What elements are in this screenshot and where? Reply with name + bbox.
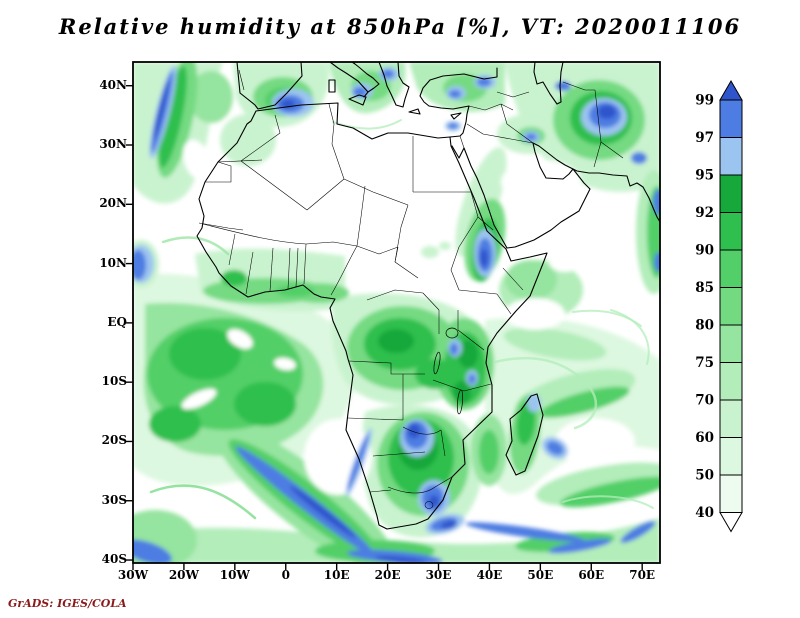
plot-title: Relative humidity at 850hPa [%], VT: 202… [58,14,742,39]
x-tick-label: 50E [527,568,554,582]
colorbar-tick-label: 97 [695,130,714,146]
y-tick-label: EQ [107,314,127,329]
colorbar-tick-label: 85 [695,280,714,296]
lake-tanganyika [433,351,441,375]
iran-pakistan-coastline [532,142,660,223]
colorbar-tick-label: 95 [695,168,714,184]
y-tick-label: 30N [99,137,127,151]
attribution: GrADS: IGES/COLA [8,597,127,610]
colorbar-segment [719,212,743,251]
turkey-north-coastline [429,67,498,81]
humidity-field [133,62,660,563]
colorbar-segment [719,362,743,401]
x-tick-label: 40E [476,568,503,582]
x-tick-label: 70E [629,568,656,582]
x-tick-label: 60E [578,568,605,582]
country-borders [198,69,624,509]
map-frame [132,61,661,564]
crete-coastline [408,108,421,115]
colorbar-tick-label: 90 [695,243,714,259]
x-tick-label: 30W [117,568,149,582]
arabia-coastline [451,142,591,249]
colorbar-segment [719,474,743,513]
colorbar-tick-label: 50 [695,468,714,484]
coastlines [196,62,660,530]
field-shapes-99-plus [153,80,616,563]
colorbar-arrow-top [719,80,743,101]
sicily-coastline [348,94,367,106]
x-tick-label: 20W [168,568,199,582]
x-tick-label: 0 [281,568,290,582]
axis-ticks [126,85,643,570]
colorbar-segment [719,99,743,138]
map-plot [126,61,661,570]
colorbar-legend: 99 97 95 92 90 85 80 75 70 60 50 40 [688,70,758,570]
greece-coastline [378,62,410,108]
x-tick-label: 10W [219,568,250,582]
colorbar-tick-label: 80 [695,318,714,334]
italy-coastline [329,62,369,98]
colorbar-segment [719,137,743,176]
colorbar-tick-label: 75 [695,355,714,371]
adriatic-coastline [351,62,380,93]
colorbar-segment [719,249,743,288]
x-tick-label: 20E [374,568,401,582]
y-tick-label: 40N [99,77,127,92]
colorbar-tick-label: 99 [695,93,714,109]
x-tick-label: 10E [323,568,350,582]
x-tick-label: 30E [425,568,452,582]
y-tick-label: 10N [99,255,127,270]
africa-coastline [196,102,548,530]
y-tick-label: 20S [101,433,127,448]
y-tick-label: 10S [101,374,127,389]
colorbar-tick-label: 60 [695,430,714,446]
madagascar-coastline [505,393,544,476]
y-tick-label: 30S [101,492,127,507]
colorbar-segment [719,174,743,213]
colorbar-tick-label: 92 [695,205,714,221]
iberia-coastline [236,62,303,110]
colorbar-segment [719,287,743,326]
field-swirl-texture [149,119,654,520]
field-dry-gaps [181,139,635,495]
colorbar-tick-label: 70 [695,393,714,409]
colorbar-svg: 99 97 95 92 90 85 80 75 70 60 50 40 [695,80,743,533]
colorbar-arrow-bottom [719,512,743,533]
lake-victoria [445,327,459,339]
y-tick-label: 40S [101,552,127,567]
colorbar-segment [719,437,743,476]
y-tick-label: 20N [99,196,127,211]
colorbar-segment [719,399,743,438]
colorbar-segment [719,324,743,363]
sardinia-coastline [328,79,336,93]
caspian-sea-coastline [533,62,564,105]
colorbar-tick-label: 40 [695,505,714,521]
levant-coastline [419,79,470,138]
cyprus-coastline [450,112,462,120]
